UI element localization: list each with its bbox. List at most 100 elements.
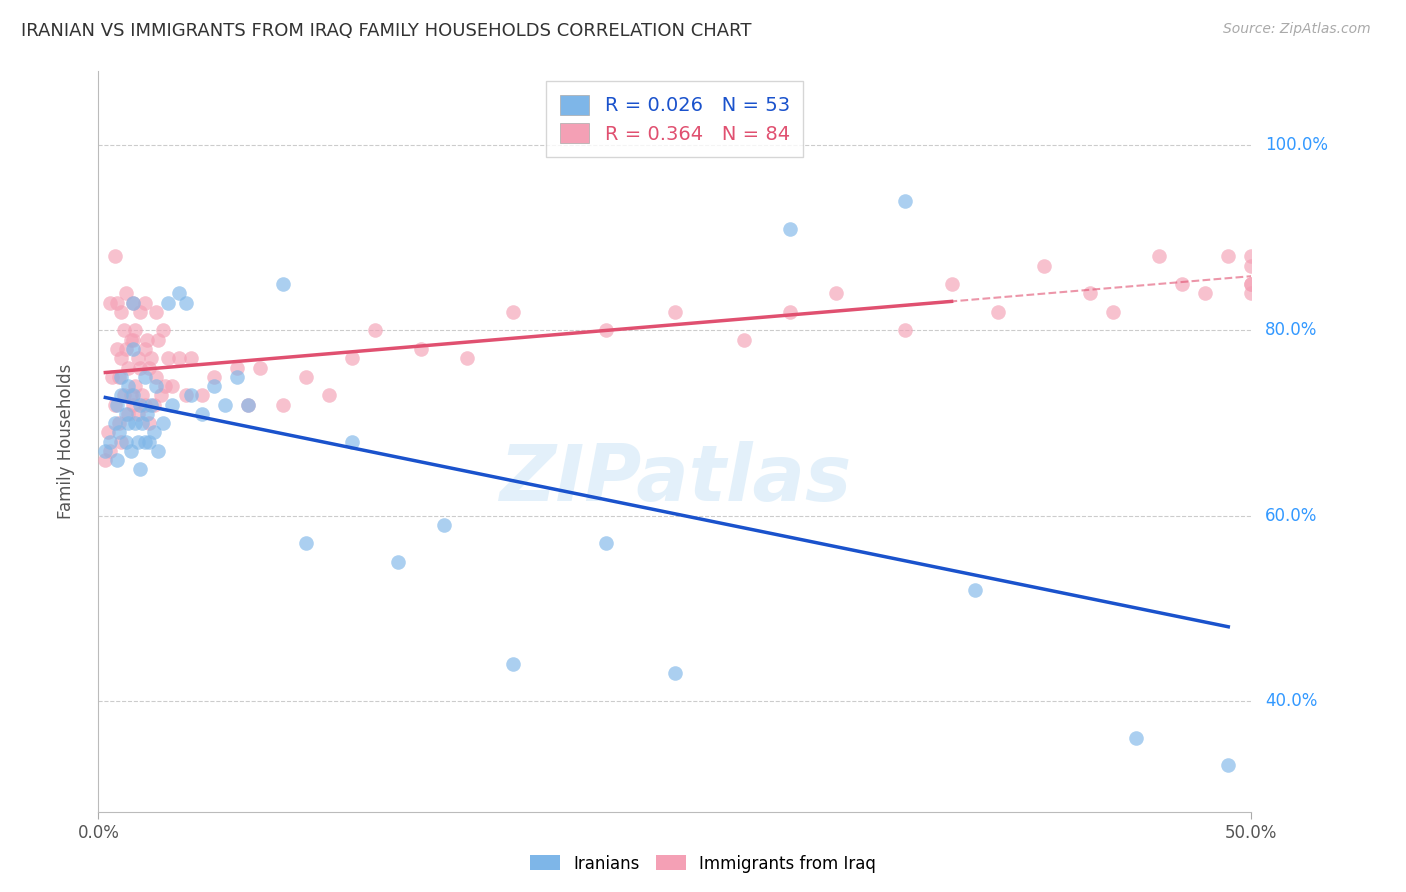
Point [122,388,145,402]
Point [112,388,135,402]
Point [98,434,121,449]
Point [105,295,128,310]
Point [134,434,156,449]
Point [122,398,145,412]
Point [202,369,225,384]
Point [180,351,202,366]
Point [411,342,433,356]
Point [138,434,160,449]
Text: 40.0%: 40.0% [1265,691,1317,710]
Point [120,443,142,458]
Point [941,277,963,292]
Point [167,286,190,301]
Point [1240,286,1263,301]
Point [135,333,157,347]
Point [129,398,152,412]
Point [595,536,617,550]
Point [117,407,139,421]
Point [318,388,340,402]
Point [105,398,128,412]
Point [1240,259,1263,273]
Point [160,398,183,412]
Point [340,351,363,366]
Text: Source: ZipAtlas.com: Source: ZipAtlas.com [1223,22,1371,37]
Point [456,351,478,366]
Point [191,388,214,402]
Point [127,407,149,421]
Point [963,582,986,597]
Point [110,305,132,319]
Point [105,453,128,467]
Point [120,388,142,402]
Point [1240,277,1263,292]
Point [271,398,294,412]
Point [127,351,149,366]
Point [433,517,456,532]
Point [103,416,125,430]
Point [138,416,160,430]
Point [117,379,139,393]
Point [152,323,174,337]
Point [122,295,145,310]
Text: 80.0%: 80.0% [1265,321,1317,340]
Point [94,453,117,467]
Point [124,416,146,430]
Point [238,398,260,412]
Point [160,379,183,393]
Point [135,407,157,421]
Point [1194,286,1216,301]
Point [108,369,131,384]
Point [733,333,755,347]
Point [238,398,260,412]
Point [167,351,190,366]
Point [138,360,160,375]
Point [387,555,409,569]
Point [110,369,132,384]
Point [894,194,917,208]
Point [117,416,139,430]
Point [110,351,132,366]
Point [191,407,214,421]
Point [145,305,167,319]
Point [174,388,197,402]
Point [225,369,247,384]
Text: 60.0%: 60.0% [1265,507,1317,524]
Point [1240,277,1263,292]
Point [502,305,524,319]
Point [115,286,138,301]
Point [117,360,139,375]
Point [134,369,156,384]
Point [142,398,165,412]
Point [115,434,138,449]
Point [142,425,165,440]
Point [141,398,163,412]
Point [1240,249,1263,264]
Point [94,443,117,458]
Point [502,657,524,671]
Point [98,295,121,310]
Point [779,305,801,319]
Point [129,360,152,375]
Point [110,388,132,402]
Point [180,388,202,402]
Point [249,360,271,375]
Point [134,398,156,412]
Point [340,434,363,449]
Point [124,323,146,337]
Point [122,295,145,310]
Point [131,388,153,402]
Point [129,462,152,476]
Point [271,277,294,292]
Y-axis label: Family Households: Family Households [56,364,75,519]
Point [115,342,138,356]
Legend: Iranians, Immigrants from Iraq: Iranians, Immigrants from Iraq [523,848,883,880]
Point [145,379,167,393]
Point [894,323,917,337]
Point [174,295,197,310]
Point [108,416,131,430]
Point [664,305,686,319]
Point [214,398,236,412]
Point [149,388,172,402]
Point [295,536,318,550]
Legend: R = 0.026   N = 53, R = 0.364   N = 84: R = 0.026 N = 53, R = 0.364 N = 84 [547,81,803,157]
